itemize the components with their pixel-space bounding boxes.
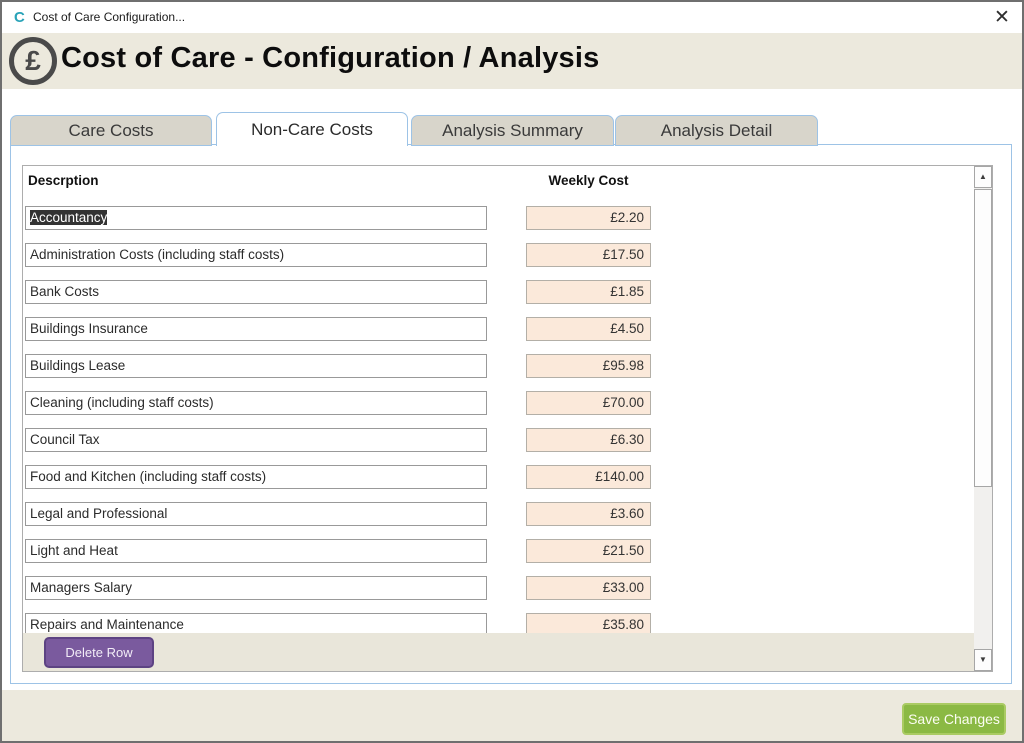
table-row: Cleaning (including staff costs) £70.00 (23, 391, 992, 415)
weekly-cost-input[interactable]: £95.98 (526, 354, 651, 378)
tab-analysis-summary[interactable]: Analysis Summary (411, 115, 614, 146)
pound-sterling-icon: £ (9, 37, 57, 85)
description-input[interactable]: Administration Costs (including staff co… (25, 243, 487, 267)
weekly-cost-input[interactable]: £2.20 (526, 206, 651, 230)
vertical-scrollbar[interactable]: ▲ ▼ (974, 166, 992, 671)
selected-text: Accountancy (30, 210, 108, 225)
delete-row-bar: Delete Row (23, 633, 974, 671)
weekly-cost-input[interactable]: £70.00 (526, 391, 651, 415)
tab-non-care-costs[interactable]: Non-Care Costs (216, 112, 408, 146)
description-input[interactable]: Buildings Lease (25, 354, 487, 378)
table-row: Managers Salary £33.00 (23, 576, 992, 600)
scrollbar-thumb[interactable] (974, 189, 992, 487)
weekly-cost-input[interactable]: £3.60 (526, 502, 651, 526)
weekly-cost-input[interactable]: £140.00 (526, 465, 651, 489)
description-input[interactable]: Buildings Insurance (25, 317, 487, 341)
tab-care-costs[interactable]: Care Costs (10, 115, 212, 146)
weekly-cost-input[interactable]: £1.85 (526, 280, 651, 304)
close-icon[interactable]: ✕ (994, 7, 1010, 28)
table-row: Council Tax £6.30 (23, 428, 992, 452)
table-row: Accountancy £2.20 (23, 206, 992, 230)
description-input[interactable]: Bank Costs (25, 280, 487, 304)
description-input[interactable]: Managers Salary (25, 576, 487, 600)
weekly-cost-input[interactable]: £4.50 (526, 317, 651, 341)
description-input[interactable]: Accountancy (25, 206, 487, 230)
weekly-cost-input[interactable]: £33.00 (526, 576, 651, 600)
bottom-action-band: Save Changes (2, 690, 1022, 741)
description-input[interactable]: Legal and Professional (25, 502, 487, 526)
table-row: Bank Costs £1.85 (23, 280, 992, 304)
tab-bar: Care Costs Non-Care Costs Analysis Summa… (10, 112, 818, 146)
description-input[interactable]: Food and Kitchen (including staff costs) (25, 465, 487, 489)
scroll-up-icon[interactable]: ▲ (974, 166, 992, 188)
scroll-down-icon[interactable]: ▼ (974, 649, 992, 671)
window-title: Cost of Care Configuration... (33, 10, 186, 24)
tab-analysis-detail[interactable]: Analysis Detail (615, 115, 818, 146)
save-changes-button[interactable]: Save Changes (902, 703, 1006, 735)
app-icon: C (14, 9, 25, 26)
table-row: Buildings Lease £95.98 (23, 354, 992, 378)
table-row: Buildings Insurance £4.50 (23, 317, 992, 341)
table-row: Legal and Professional £3.60 (23, 502, 992, 526)
description-input[interactable]: Light and Heat (25, 539, 487, 563)
delete-row-button[interactable]: Delete Row (44, 637, 154, 668)
table-row: Food and Kitchen (including staff costs)… (23, 465, 992, 489)
table-scroll-area: Descrption Weekly Cost Accountancy £2.20… (22, 165, 993, 672)
column-header-weekly-cost: Weekly Cost (548, 173, 629, 188)
title-bar: C Cost of Care Configuration... ✕ (2, 2, 1022, 32)
weekly-cost-input[interactable]: £17.50 (526, 243, 651, 267)
content-panel: Descrption Weekly Cost Accountancy £2.20… (10, 144, 1012, 684)
header-band: £ Cost of Care - Configuration / Analysi… (2, 33, 1022, 89)
column-header-description: Descrption (28, 173, 99, 188)
page-title: Cost of Care - Configuration / Analysis (61, 42, 600, 74)
description-input[interactable]: Council Tax (25, 428, 487, 452)
description-input[interactable]: Cleaning (including staff costs) (25, 391, 487, 415)
table-row: Light and Heat £21.50 (23, 539, 992, 563)
table-row: Administration Costs (including staff co… (23, 243, 992, 267)
weekly-cost-input[interactable]: £21.50 (526, 539, 651, 563)
weekly-cost-input[interactable]: £6.30 (526, 428, 651, 452)
